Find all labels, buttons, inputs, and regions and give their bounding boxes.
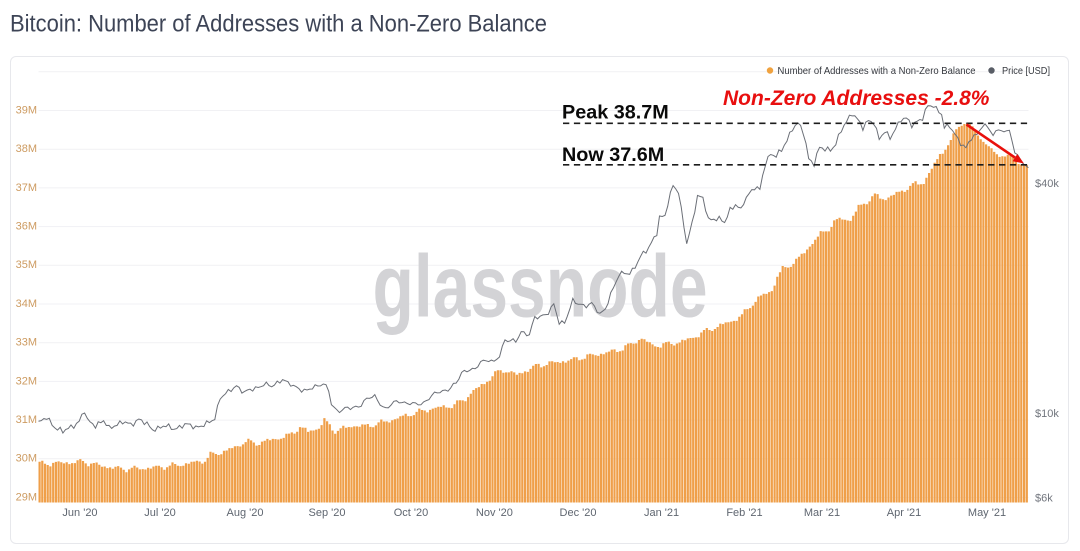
svg-text:Jan '21: Jan '21 — [644, 507, 679, 519]
svg-text:Feb '21: Feb '21 — [726, 507, 762, 519]
svg-text:Sep '20: Sep '20 — [309, 507, 346, 519]
svg-text:glassnode: glassnode — [372, 237, 707, 336]
svg-text:Price [USD]: Price [USD] — [1002, 65, 1050, 77]
svg-text:Nov '20: Nov '20 — [476, 507, 513, 519]
svg-text:May '21: May '21 — [968, 507, 1006, 519]
svg-text:Bitcoin: Number of Addresses w: Bitcoin: Number of Addresses with a Non-… — [10, 11, 547, 38]
svg-text:30M: 30M — [16, 453, 37, 465]
svg-text:Non-Zero Addresses -2.8%: Non-Zero Addresses -2.8% — [723, 87, 990, 110]
svg-text:29M: 29M — [16, 491, 37, 503]
svg-text:Peak 38.7M: Peak 38.7M — [562, 102, 669, 124]
svg-text:Oct '20: Oct '20 — [394, 507, 429, 519]
svg-text:Number of Addresses with a Non: Number of Addresses with a Non-Zero Bala… — [778, 65, 976, 77]
svg-text:Now 37.6M: Now 37.6M — [562, 144, 664, 166]
svg-text:33M: 33M — [16, 337, 37, 349]
svg-text:39M: 39M — [16, 104, 37, 116]
svg-text:$6k: $6k — [1035, 493, 1053, 505]
svg-text:Mar '21: Mar '21 — [804, 507, 840, 519]
svg-text:Apr '21: Apr '21 — [887, 507, 922, 519]
svg-text:35M: 35M — [16, 259, 37, 271]
svg-text:34M: 34M — [16, 298, 37, 310]
svg-text:36M: 36M — [16, 221, 37, 233]
svg-text:38M: 38M — [16, 143, 37, 155]
svg-text:Jun '20: Jun '20 — [62, 507, 97, 519]
svg-text:$40k: $40k — [1035, 178, 1059, 190]
svg-text:31M: 31M — [16, 414, 37, 426]
svg-text:Jul '20: Jul '20 — [144, 507, 175, 519]
svg-text:Aug '20: Aug '20 — [227, 507, 264, 519]
svg-text:Dec '20: Dec '20 — [560, 507, 597, 519]
svg-text:$10k: $10k — [1035, 408, 1059, 420]
svg-text:32M: 32M — [16, 375, 37, 387]
svg-text:37M: 37M — [16, 182, 37, 194]
